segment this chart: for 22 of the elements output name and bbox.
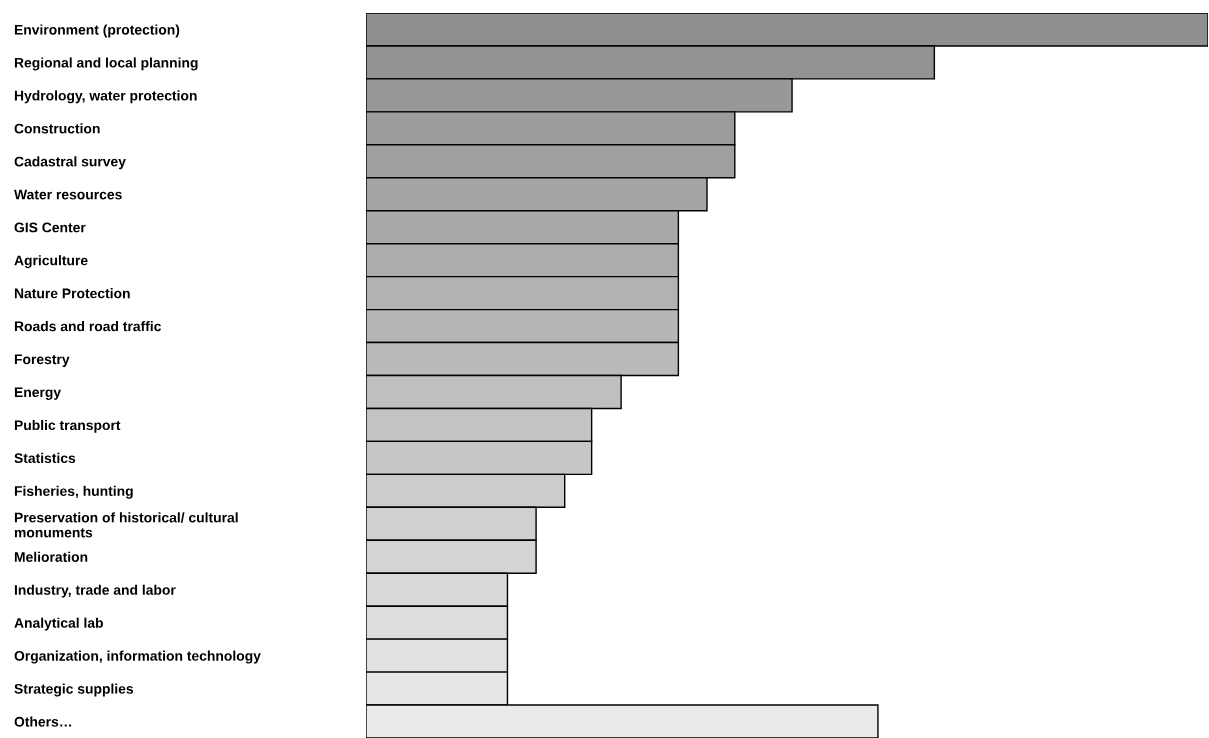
- y-tick-label: Hydrology, water protection: [14, 90, 197, 104]
- y-tick-label: GIS Center: [14, 222, 86, 233]
- y-tick-label: Industry, trade and labor: [14, 584, 176, 598]
- y-tick-label: Public transport: [14, 419, 121, 433]
- y-tick-label: Cadastral survey: [14, 156, 126, 170]
- y-tick-label: Roads and road traffic: [14, 321, 161, 332]
- y-tick-label: Regional and local planning: [14, 57, 198, 71]
- y-tick-label: Nature Protection: [14, 288, 130, 299]
- y-tick-label: Preservation of historical/ cultural monuments: [14, 512, 238, 538]
- y-tick-label: Others…: [14, 716, 72, 727]
- y-tick-label: Forestry: [14, 354, 70, 367]
- y-tick-label: Water resources: [14, 189, 122, 200]
- y-tick-label: Statistics: [14, 452, 76, 464]
- y-tick-label: Energy: [14, 387, 62, 400]
- y-tick-label: Agriculture: [14, 255, 88, 269]
- y-tick-label: Melioration: [14, 551, 88, 562]
- y-tick-label: Strategic supplies: [14, 683, 134, 697]
- y-tick-label: Organization, information technology: [14, 650, 261, 664]
- y-tick-label: Construction: [14, 123, 100, 134]
- y-tick-label: Environment (protection): [14, 24, 180, 38]
- y-tick-label: Analytical lab: [14, 617, 103, 631]
- y-tick-label: Fisheries, hunting: [14, 485, 133, 499]
